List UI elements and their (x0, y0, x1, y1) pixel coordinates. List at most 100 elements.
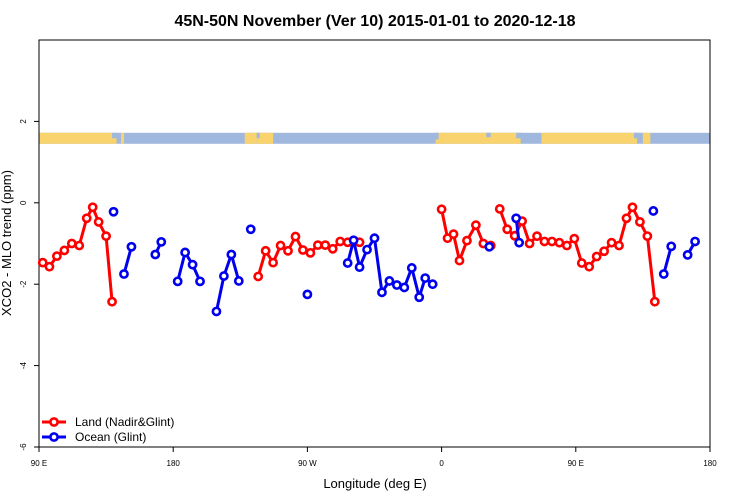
data-point (126, 241, 137, 252)
data-point (305, 247, 316, 258)
x-tick-label: 180 (703, 459, 717, 468)
map-ocean-notch (516, 132, 523, 139)
x-tick-label: 0 (439, 459, 444, 468)
data-point (599, 246, 610, 257)
legend-label: Ocean (Glint) (75, 430, 146, 444)
data-point (327, 243, 338, 254)
data-point (436, 204, 447, 215)
series-ocean (108, 206, 700, 317)
data-point (211, 306, 222, 317)
y-axis-label: XCO2 - MLO trend (ppm) (0, 170, 14, 316)
map-land-band (121, 132, 124, 144)
x-tick-label: 90 W (298, 459, 317, 468)
chart-title: 45N-50N November (Ver 10) 2015-01-01 to … (174, 13, 575, 30)
legend: Land (Nadir&Glint)Ocean (Glint) (42, 415, 174, 444)
data-point (591, 251, 602, 262)
data-point (539, 236, 550, 247)
data-point (172, 276, 183, 287)
data-point (470, 220, 481, 231)
data-point (391, 280, 402, 290)
map-ocean-notch (486, 132, 491, 138)
x-tick-label: 180 (167, 459, 181, 468)
data-point (427, 279, 438, 290)
data-point (484, 241, 495, 252)
map-land-band (39, 132, 117, 144)
data-point (576, 258, 587, 268)
map-ocean-notch (434, 132, 439, 140)
data-point (524, 238, 535, 249)
legend-marker (49, 417, 59, 427)
data-point (369, 233, 380, 244)
data-point (621, 213, 632, 224)
series-land (37, 202, 660, 307)
data-point (335, 236, 346, 247)
data-point (226, 249, 237, 260)
data-point (66, 238, 77, 249)
y-tick-label: 0 (19, 200, 28, 205)
data-point (399, 282, 410, 293)
plot-frame (38, 39, 711, 448)
data-point (44, 261, 55, 272)
data-point (180, 247, 191, 258)
data-point (635, 217, 645, 227)
data-point (283, 245, 293, 256)
series-line (176, 250, 202, 282)
legend-label: Land (Nadir&Glint) (75, 415, 174, 429)
data-point (81, 213, 92, 224)
world-map-strip (39, 132, 710, 144)
data-point (187, 259, 198, 270)
data-point (195, 276, 205, 287)
map-ocean-notch (256, 132, 260, 139)
x-tick-label: 90 E (31, 459, 47, 468)
data-point (362, 244, 372, 255)
y-tick-label: -2 (19, 280, 28, 288)
data-point (511, 213, 522, 224)
data-point (642, 231, 653, 242)
data-point (462, 235, 472, 246)
data-point (150, 249, 161, 260)
series-layer (37, 202, 700, 317)
data-point (384, 276, 395, 286)
y-axis: -6 -4 -2 0 2 (19, 119, 39, 451)
data-point (342, 258, 353, 268)
x-axis: 90 E 180 90 W 0 90 E 180 (31, 447, 717, 468)
map-land-band (441, 132, 521, 144)
data-point (93, 217, 104, 227)
y-tick-label: -6 (19, 443, 28, 451)
data-point (87, 202, 98, 213)
data-point (614, 240, 624, 251)
data-point (454, 255, 465, 266)
x-tick-label: 90 E (568, 459, 584, 468)
y-tick-label: -4 (19, 361, 28, 369)
data-point (649, 296, 660, 307)
data-point (74, 240, 85, 251)
data-point (59, 245, 70, 256)
map-ocean-notch (112, 132, 119, 139)
data-point (414, 292, 425, 303)
data-point (666, 241, 677, 252)
data-point (690, 236, 700, 247)
data-point (51, 251, 62, 262)
map-ocean-band (39, 132, 710, 144)
data-point (101, 231, 111, 242)
data-point (275, 240, 286, 251)
data-point (532, 231, 542, 242)
x-axis-label: Longitude (deg E) (323, 476, 426, 491)
map-land-band (435, 132, 442, 144)
data-point (406, 263, 417, 273)
data-point (420, 273, 431, 283)
data-point (320, 240, 331, 251)
data-point (648, 206, 659, 216)
data-point (606, 237, 617, 248)
data-point (569, 233, 580, 244)
y-tick-label: 2 (19, 119, 28, 124)
data-point (502, 224, 513, 235)
data-point (218, 271, 229, 281)
map-ocean-notch (633, 132, 640, 139)
map-land-band (642, 132, 651, 144)
data-point (156, 236, 167, 247)
series-line (214, 252, 241, 312)
data-point (377, 287, 387, 298)
data-point (260, 245, 271, 256)
